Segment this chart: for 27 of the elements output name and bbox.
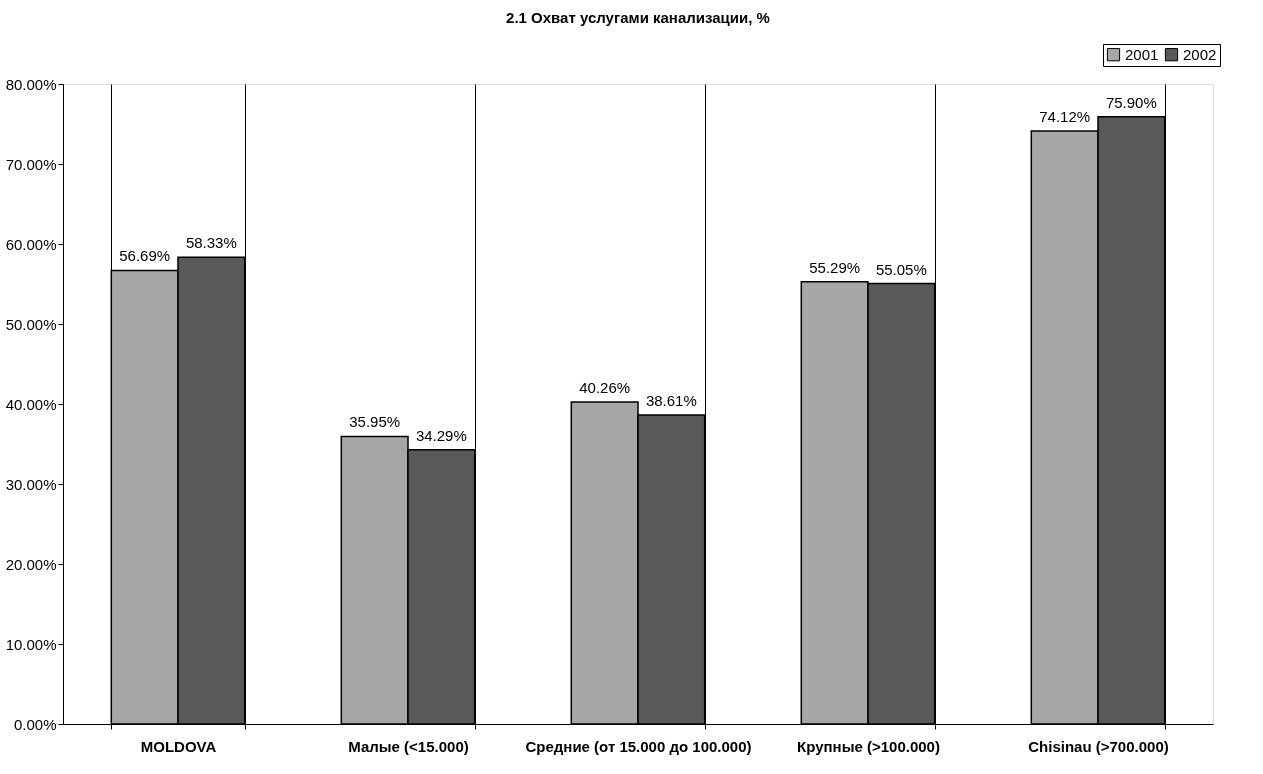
chart-title: 2.1 Охват услугами канализации, % [506, 8, 770, 26]
y-tick-label: 30.00% [5, 475, 57, 493]
x-tick-label: MOLDOVA [140, 737, 217, 755]
y-tick-label: 50.00% [5, 315, 57, 333]
data-label: 40.26% [579, 378, 631, 396]
y-tick-label: 10.00% [5, 635, 57, 653]
data-label: 35.95% [349, 413, 401, 431]
x-tick-label: Chisinau (>700.000) [1028, 737, 1169, 755]
x-tick-label: Малые (<15.000) [348, 737, 469, 755]
y-tick-label: 20.00% [5, 555, 57, 573]
legend-label: 2001 [1125, 45, 1159, 63]
data-label: 34.29% [415, 426, 467, 444]
legend-label: 2002 [1183, 45, 1217, 63]
y-tick-label: 70.00% [5, 155, 57, 173]
y-tick-label: 80.00% [5, 75, 57, 93]
data-label: 74.12% [1039, 108, 1091, 126]
data-label: 55.29% [809, 258, 861, 276]
x-tick-label: Средние (от 15.000 до 100.000) [525, 737, 752, 755]
data-label: 58.33% [185, 234, 237, 252]
data-label: 38.61% [645, 392, 697, 410]
data-label: 55.05% [875, 260, 927, 278]
y-tick-label: 0.00% [13, 715, 57, 733]
y-tick-label: 60.00% [5, 235, 57, 253]
data-label: 56.69% [119, 247, 171, 265]
x-tick-label: Крупные (>100.000) [797, 737, 940, 755]
data-label: 75.90% [1105, 93, 1157, 111]
y-tick-label: 40.00% [5, 395, 57, 413]
